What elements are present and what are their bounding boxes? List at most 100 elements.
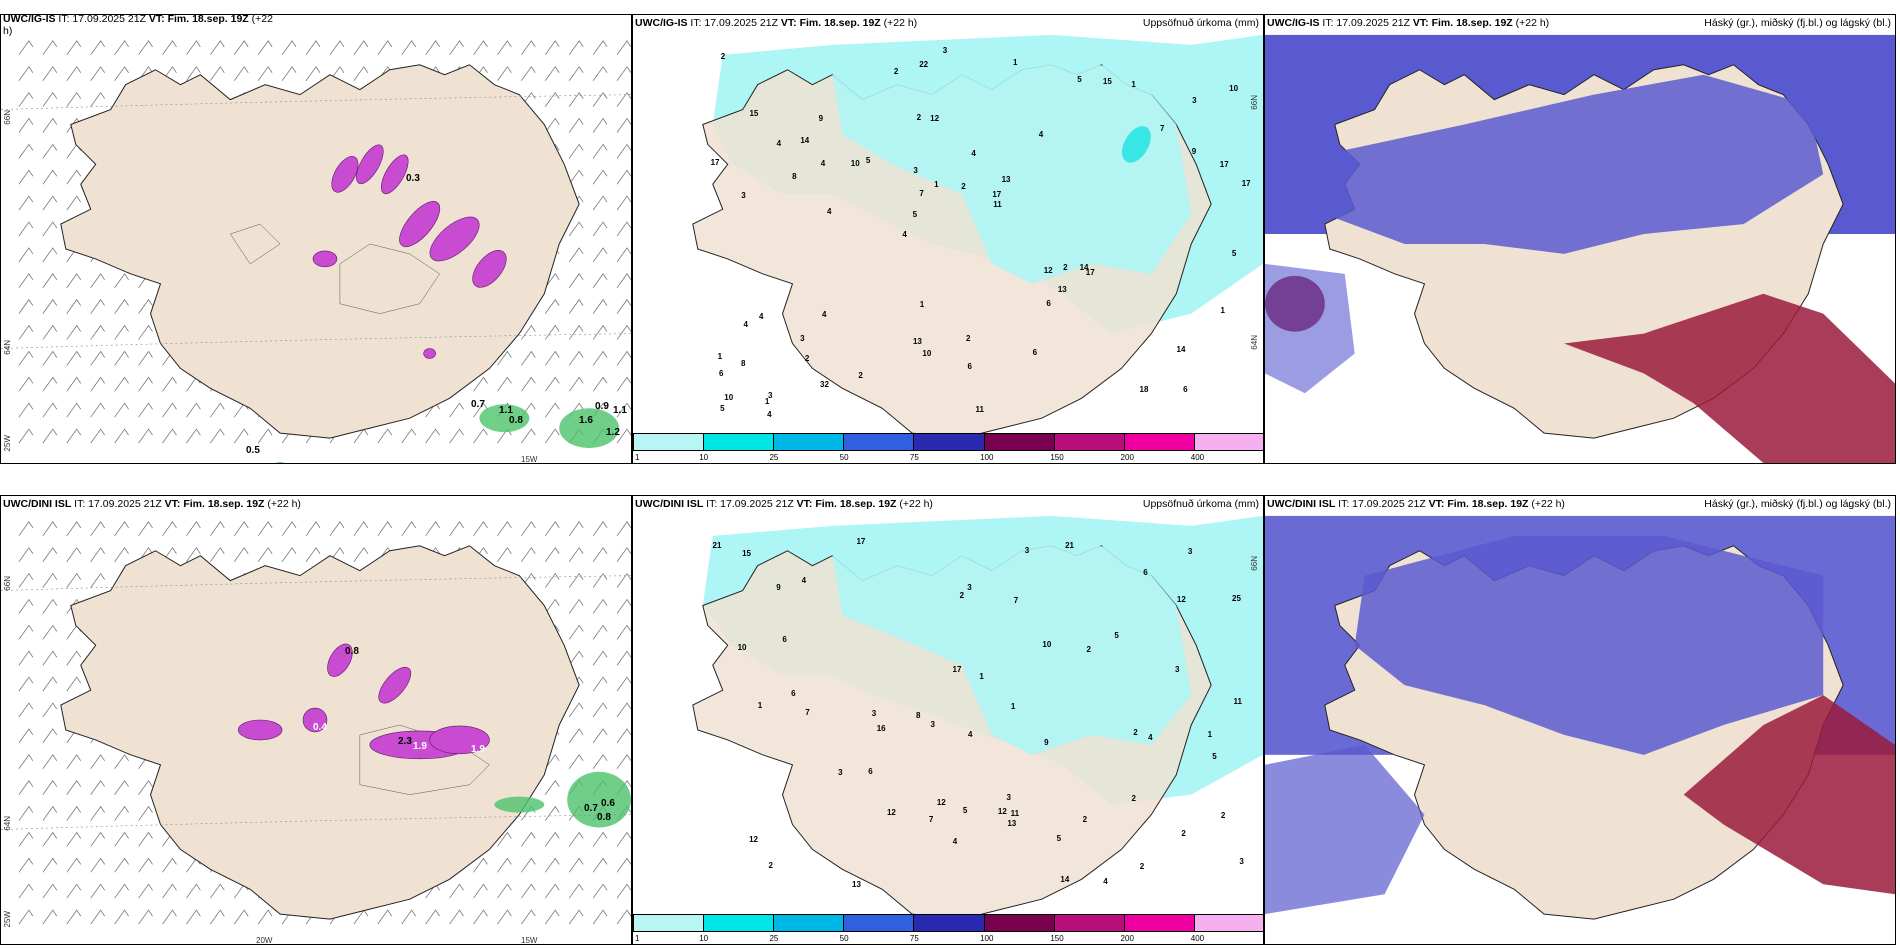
precip-amount: 17 xyxy=(992,189,1002,199)
wind-barb xyxy=(592,909,608,925)
precip-amount: 2 xyxy=(1181,828,1186,838)
wind-barb xyxy=(616,324,631,340)
wind-barb xyxy=(616,428,631,444)
wind-barb xyxy=(42,221,58,237)
wind-barb xyxy=(66,195,82,211)
wind-barb xyxy=(18,831,34,847)
wind-barb xyxy=(114,376,129,392)
wind-barb xyxy=(138,780,153,795)
precip-amount: 2 xyxy=(1133,728,1138,738)
wind-barb xyxy=(138,40,153,56)
wind-barb xyxy=(616,273,631,289)
wind-barb xyxy=(210,909,225,925)
precip-amount: 16 xyxy=(876,724,886,734)
wind-barb xyxy=(281,40,297,56)
cloud-map xyxy=(1265,515,1895,920)
precip-value: 1.1 xyxy=(613,405,627,416)
precip-amount: 12 xyxy=(1043,265,1053,275)
wind-barb xyxy=(186,909,201,925)
wind-barb xyxy=(42,247,58,263)
wind-barb xyxy=(377,909,393,925)
precip-amount: 17 xyxy=(1085,268,1095,278)
wind-barb xyxy=(592,883,608,899)
precip-area-north xyxy=(832,54,1192,284)
precip-amount: 3 xyxy=(1187,546,1193,556)
wind-barb xyxy=(114,521,129,537)
precip-amount: 4 xyxy=(971,148,976,158)
green-precip xyxy=(494,771,631,828)
colorbar-swatch xyxy=(634,915,705,931)
wind-barb xyxy=(90,91,106,107)
wind-barb xyxy=(18,780,34,795)
precip-value: 0.7 xyxy=(584,803,598,814)
precip-value: 0.9 xyxy=(595,401,609,412)
wind-barb xyxy=(616,702,631,718)
wind-barb xyxy=(592,247,608,263)
panel-header: UWC/DINI ISL IT: 17.09.2025 21Z VT: Fim.… xyxy=(3,498,627,514)
wind-barb xyxy=(521,521,536,537)
wind-barb xyxy=(42,350,58,366)
precip-amount: 12 xyxy=(936,797,946,807)
wind-barb xyxy=(257,428,273,444)
wind-barb xyxy=(42,831,58,847)
precip-amount: 6 xyxy=(1032,348,1038,358)
colorbar-tick-label: 25 xyxy=(769,453,779,462)
precip-colorbar xyxy=(633,433,1263,451)
wind-barb xyxy=(544,754,560,770)
precip-amount: 3 xyxy=(913,166,918,176)
wind-barb xyxy=(90,40,106,56)
precip-amount: 4 xyxy=(952,837,958,847)
wind-barb xyxy=(114,831,129,847)
precip-amount: 21 xyxy=(1065,541,1074,550)
wind-barb xyxy=(114,754,129,770)
wind-barb xyxy=(138,428,153,444)
wind-barb xyxy=(544,780,560,795)
lead-time: (+22 h) xyxy=(896,498,933,510)
wind-barb xyxy=(186,40,201,56)
wind-barb xyxy=(162,857,177,873)
wind-barb xyxy=(592,169,608,185)
wind-barb xyxy=(66,376,82,392)
wind-map xyxy=(1,521,631,925)
wind-barb xyxy=(18,350,34,366)
wind-barb xyxy=(114,883,129,899)
wind-barb xyxy=(544,66,560,81)
iceland-landmass xyxy=(60,545,580,920)
wind-barb xyxy=(616,572,631,588)
wind-barb xyxy=(18,91,34,107)
precip-amount: 15 xyxy=(749,109,759,119)
panel-header: UWC/IG-IS IT: 17.09.2025 21Z VT: Fim. 18… xyxy=(1267,17,1891,33)
model-name: UWC/IG-IS xyxy=(1267,17,1320,29)
precip-area-north xyxy=(832,535,1192,755)
wind-barb xyxy=(114,547,129,562)
wind-barb xyxy=(568,572,584,588)
wind-barb xyxy=(568,624,584,640)
field-title: Háský (gr.), miðský (fj.bl.) og lágský (… xyxy=(1704,17,1891,29)
wind-barb xyxy=(42,143,58,159)
model-name: UWC/DINI ISL xyxy=(1267,498,1336,510)
precip-amount: 14 xyxy=(1060,875,1070,885)
wind-barb xyxy=(257,521,273,537)
precip-amount: 12 xyxy=(749,834,758,844)
wind-barb xyxy=(18,572,34,588)
model-name: UWC/IG-IS xyxy=(3,14,56,25)
precip-amount: 1 xyxy=(1220,306,1225,316)
precip-amount: 3 xyxy=(1192,96,1197,106)
wind-barb xyxy=(281,66,297,81)
precip-amount: 5 xyxy=(1114,630,1119,640)
wind-barb xyxy=(544,350,560,366)
wind-barb xyxy=(544,273,560,289)
wind-barb xyxy=(353,40,369,56)
precip-amount: 7 xyxy=(1159,124,1165,134)
wind-barb xyxy=(568,169,584,185)
wind-barb xyxy=(42,650,58,666)
colorbar-swatch xyxy=(774,434,845,450)
wind-barb xyxy=(18,547,34,562)
precip-value: 0.8 xyxy=(597,812,611,823)
wind-barb xyxy=(42,91,58,107)
wind-barb xyxy=(568,273,584,289)
lead-time: (+22 h) xyxy=(264,498,301,510)
field-title: Uppsöfnuð úrkoma (mm) xyxy=(1142,17,1259,29)
precip-amount: 5 xyxy=(1231,248,1237,258)
precip-amount: 7 xyxy=(928,815,934,825)
